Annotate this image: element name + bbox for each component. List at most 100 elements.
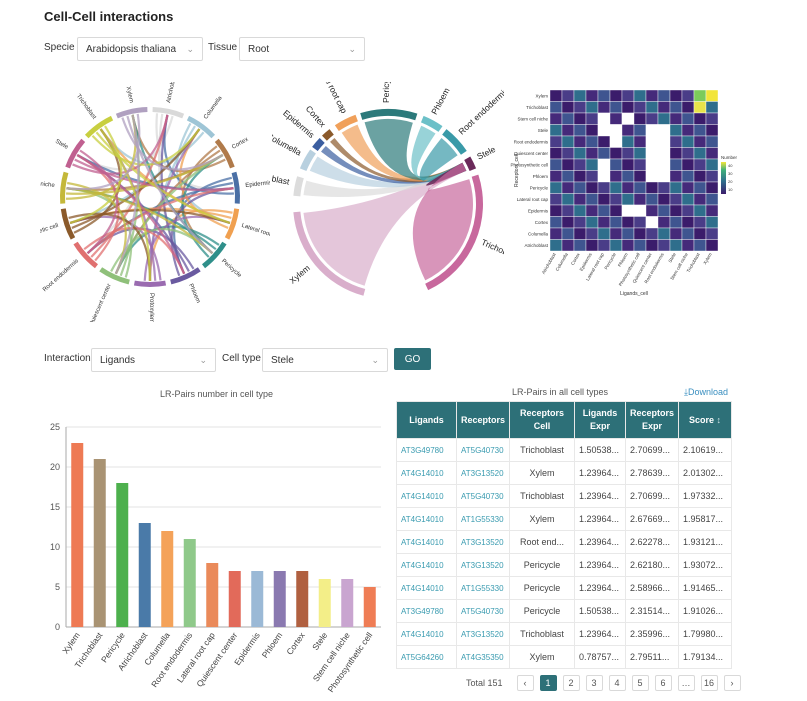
table-row: AT4G14010 AT3G13520 Xylem 1.23964... 2.78639… bbox=[396, 461, 732, 485]
table-row: AT5G64260 AT4G35350 Xylem 0.78757... 2.79511… bbox=[396, 645, 732, 669]
page-button[interactable]: … bbox=[677, 675, 695, 691]
heatmap-cell bbox=[573, 112, 587, 125]
heatmap-cell bbox=[585, 204, 599, 217]
page-button[interactable]: 5 bbox=[631, 675, 649, 691]
heatmap-cell bbox=[705, 204, 719, 217]
col-receptors-cell[interactable]: Receptors Cell bbox=[509, 401, 575, 439]
sort-icon[interactable]: ↕ bbox=[716, 414, 722, 425]
chord-diagram-small: Atrichoblast Columella Cortex Epidermis Late… bbox=[40, 82, 270, 322]
page-button[interactable]: 16 bbox=[700, 675, 718, 691]
col-receptors[interactable]: Receptors bbox=[456, 401, 510, 439]
chord-arc bbox=[73, 241, 98, 269]
heatmap-cell bbox=[573, 181, 587, 194]
interaction-select[interactable]: Ligands ⌄ bbox=[91, 348, 216, 372]
ligand-link[interactable]: AT4G14010 bbox=[396, 622, 457, 646]
tissue-value: Root bbox=[248, 43, 270, 55]
heatmap-row-label: Root endodermis bbox=[514, 139, 549, 144]
heatmap-cell bbox=[573, 193, 587, 206]
x-tick-label: Phloem bbox=[260, 630, 285, 659]
page-button[interactable]: 3 bbox=[585, 675, 603, 691]
heatmap-cell bbox=[681, 89, 695, 102]
page-button[interactable]: 4 bbox=[608, 675, 626, 691]
heatmap-cell bbox=[597, 216, 611, 229]
celltype-select[interactable]: Stele ⌄ bbox=[262, 348, 388, 372]
heatmap-cell bbox=[561, 124, 575, 137]
download-link[interactable]: ⤓Download bbox=[684, 387, 729, 397]
heatmap-cell bbox=[633, 89, 647, 102]
col-ligands[interactable]: Ligands bbox=[396, 401, 457, 439]
prev-page-button[interactable]: ‹ bbox=[516, 675, 534, 691]
heatmap-cell bbox=[693, 227, 707, 240]
page-button[interactable]: 2 bbox=[562, 675, 580, 691]
page-button[interactable]: 1 bbox=[539, 675, 557, 691]
bar bbox=[296, 571, 309, 627]
heatmap-cell bbox=[621, 124, 635, 137]
heatmap-cell bbox=[693, 124, 707, 137]
heatmap-cell bbox=[621, 181, 635, 194]
heatmap-cell bbox=[645, 101, 659, 114]
heatmap-cell bbox=[693, 89, 707, 102]
ligand-link[interactable]: AT4G14010 bbox=[396, 553, 457, 577]
chord-label: Protoxylem cell bbox=[148, 293, 154, 322]
heatmap-cell bbox=[669, 170, 683, 183]
score: 2.10619... bbox=[678, 438, 732, 462]
col-ligands-expr[interactable]: Ligands Expr bbox=[574, 401, 626, 439]
heatmap-cell bbox=[549, 89, 563, 102]
chord-label: Phloem bbox=[187, 283, 201, 304]
receptor-link[interactable]: AT1G55330 bbox=[456, 576, 510, 600]
heatmap-cell bbox=[549, 216, 563, 229]
ligand-link[interactable]: AT4G14010 bbox=[396, 461, 457, 485]
receptor-link[interactable]: AT5G40730 bbox=[456, 599, 510, 623]
heatmap-cell bbox=[621, 101, 635, 114]
heatmap-cell bbox=[657, 101, 671, 114]
chord-label: Quiescent center bbox=[89, 283, 113, 322]
heatmap-cell bbox=[681, 193, 695, 206]
receptor-link[interactable]: AT3G13520 bbox=[456, 530, 510, 554]
ligand-link[interactable]: AT4G14010 bbox=[396, 507, 457, 531]
receptor-link[interactable]: AT3G13520 bbox=[456, 553, 510, 577]
receptor-link[interactable]: AT4G35350 bbox=[456, 645, 510, 669]
specie-select[interactable]: Arabidopsis thaliana ⌄ bbox=[77, 37, 203, 61]
receptor-cell: Trichoblast bbox=[509, 484, 575, 508]
tissue-select[interactable]: Root ⌄ bbox=[239, 37, 365, 61]
next-page-button[interactable]: › bbox=[723, 675, 741, 691]
receptor-link[interactable]: AT5G40730 bbox=[456, 484, 510, 508]
chord-ribbon bbox=[66, 113, 141, 191]
receptor-link[interactable]: AT1G55330 bbox=[456, 507, 510, 531]
ligand-link[interactable]: AT4G14010 bbox=[396, 530, 457, 554]
col-score[interactable]: Score ↕ bbox=[678, 401, 732, 439]
heatmap-cell bbox=[657, 124, 671, 137]
receptor-link[interactable]: AT5G40730 bbox=[456, 438, 510, 462]
chord-label: Xylem bbox=[287, 263, 312, 286]
heatmap-legend-bar bbox=[721, 162, 726, 194]
ligand-link[interactable]: AT4G14010 bbox=[396, 484, 457, 508]
chord-label: Columella bbox=[272, 131, 303, 158]
chord-label: Epidermis bbox=[245, 180, 270, 189]
table-header-row: Ligands Receptors Receptors Cell Ligands E… bbox=[396, 401, 732, 439]
ligand-link[interactable]: AT5G64260 bbox=[396, 645, 457, 669]
page-button[interactable]: 6 bbox=[654, 675, 672, 691]
ligand-link[interactable]: AT4G14010 bbox=[396, 576, 457, 600]
heatmap-cell bbox=[585, 112, 599, 125]
ligand-link[interactable]: AT3G49780 bbox=[396, 438, 457, 462]
chord-arc bbox=[299, 149, 316, 172]
x-tick-label: Cortex bbox=[284, 630, 307, 657]
chord-arc bbox=[334, 114, 358, 132]
table-row: AT4G14010 AT1G55330 Pericycle 1.23964... 2.5… bbox=[396, 576, 732, 600]
bar bbox=[206, 563, 219, 627]
heatmap-cell bbox=[657, 89, 671, 102]
heatmap-cell bbox=[693, 193, 707, 206]
ligand-link[interactable]: AT3G49780 bbox=[396, 599, 457, 623]
heatmap-cell bbox=[609, 181, 623, 194]
heatmap-cell bbox=[549, 181, 563, 194]
receptor-link[interactable]: AT3G13520 bbox=[456, 461, 510, 485]
chevron-down-icon: ⌄ bbox=[186, 43, 194, 54]
receptor-link[interactable]: AT3G13520 bbox=[456, 622, 510, 646]
heatmap-cell bbox=[669, 216, 683, 229]
heatmap-cell bbox=[585, 147, 599, 160]
receptor-expr: 2.78639... bbox=[625, 461, 679, 485]
chord-label: Phloem bbox=[429, 86, 452, 116]
heatmap-cell bbox=[681, 147, 695, 160]
go-button[interactable]: GO bbox=[394, 348, 431, 370]
col-receptors-expr[interactable]: Receptors Expr bbox=[625, 401, 679, 439]
